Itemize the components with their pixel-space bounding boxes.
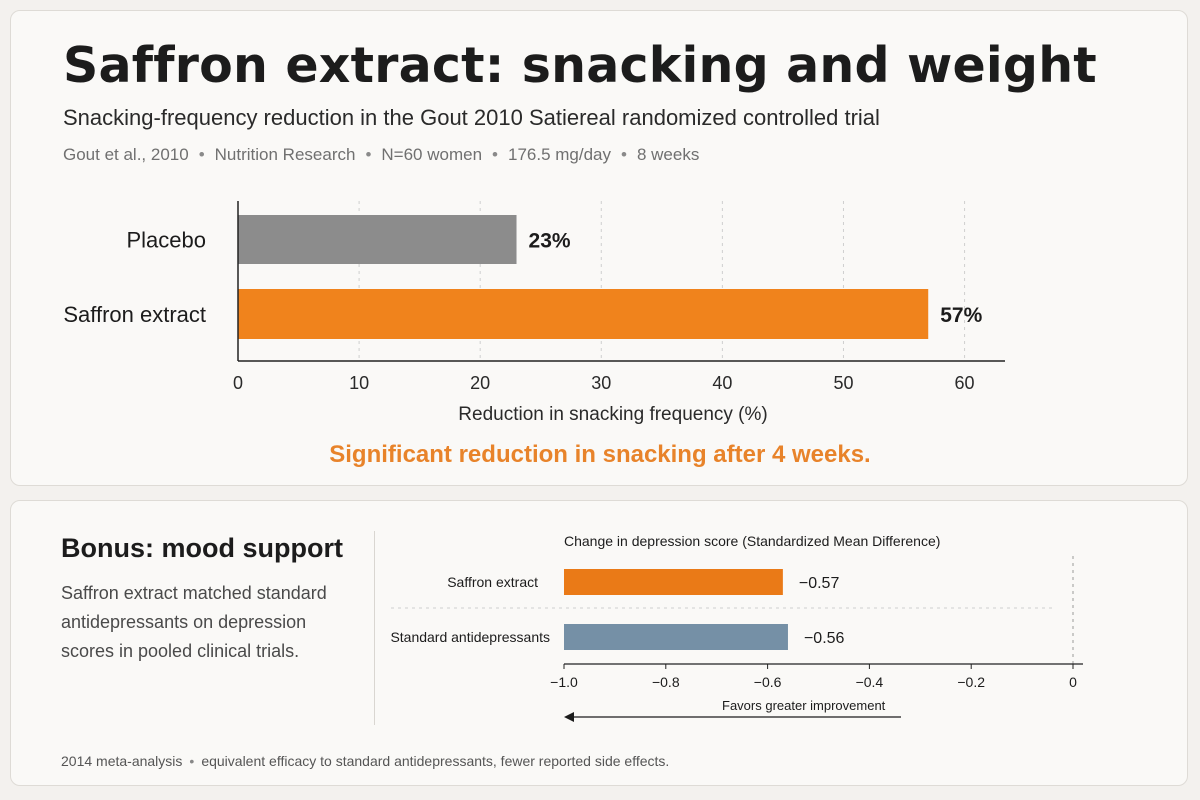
meta-sample: N=60 women [381, 145, 483, 164]
bar [238, 215, 517, 264]
x-tick-label: 0 [233, 373, 243, 393]
meta-separator: • [198, 145, 205, 164]
direction-annotation: Favors greater improvement [722, 698, 886, 713]
bar [238, 289, 929, 339]
chart-title: Change in depression score (Standardized… [564, 533, 940, 549]
value-label: −0.56 [804, 630, 845, 647]
x-tick-label: −0.8 [652, 674, 680, 690]
meta-separator: • [365, 145, 372, 164]
bar [564, 569, 783, 595]
callout-text: Significant reduction in snacking after … [329, 441, 871, 468]
x-tick-label: 0 [1069, 674, 1077, 690]
value-label: −0.57 [799, 575, 840, 592]
meta-separator: • [492, 145, 498, 164]
footer-separator: • [189, 753, 195, 769]
x-axis-label: Reduction in snacking frequency (%) [458, 404, 767, 425]
category-label: Saffron extract [63, 302, 206, 327]
meta-duration: 8 weeks [636, 145, 700, 164]
x-tick-label: 20 [470, 373, 490, 393]
page-subtitle: Snacking-frequency reduction in the Gout… [63, 105, 880, 130]
section-divider [374, 531, 375, 725]
x-tick-label: −1.0 [550, 674, 578, 690]
meta-journal: Nutrition Research [214, 145, 356, 164]
meta-dose: 176.5 mg/day [507, 145, 611, 164]
study-meta: Gout et al., 2010 • Nutrition Research • N=6… [63, 145, 699, 165]
mood-card: Bonus: mood support Saffron extract matc… [10, 500, 1188, 786]
footer-text: equivalent efficacy to standard antidepr… [201, 753, 670, 769]
x-tick-label: −0.4 [856, 674, 884, 690]
category-label: Placebo [126, 228, 206, 253]
meta-authors: Gout et al., 2010 [63, 145, 189, 164]
bar [564, 624, 788, 650]
footer-source: 2014 meta-analysis [61, 753, 183, 769]
x-tick-label: 50 [833, 373, 853, 393]
x-tick-label: −0.2 [957, 674, 985, 690]
value-label: 23% [529, 230, 571, 253]
meta-separator: • [621, 145, 627, 164]
bonus-title: Bonus: mood support [61, 533, 343, 563]
x-tick-label: −0.6 [754, 674, 782, 690]
bonus-text: Saffron extract matched standard antidep… [61, 583, 327, 661]
x-tick-label: 10 [349, 373, 369, 393]
x-tick-label: 40 [712, 373, 732, 393]
x-tick-label: 60 [955, 373, 975, 393]
category-label: Standard antidepressants [390, 629, 550, 645]
page-title: Saffron extract: snacking and weight [63, 37, 1097, 94]
category-label: Saffron extract [447, 574, 538, 590]
value-label: 57% [940, 304, 982, 327]
arrow-left-icon [564, 712, 574, 722]
x-tick-label: 30 [591, 373, 611, 393]
footer-note: 2014 meta-analysis • equivalent efficacy t… [61, 753, 669, 769]
snacking-bar-chart: 0 10 20 30 40 50 60 Placebo 23% Saffron extract 57… [63, 201, 1005, 425]
mood-bar-chart: Change in depression score (Standardized… [390, 533, 1083, 722]
snacking-card: Saffron extract: snacking and weight Sna… [10, 10, 1188, 486]
